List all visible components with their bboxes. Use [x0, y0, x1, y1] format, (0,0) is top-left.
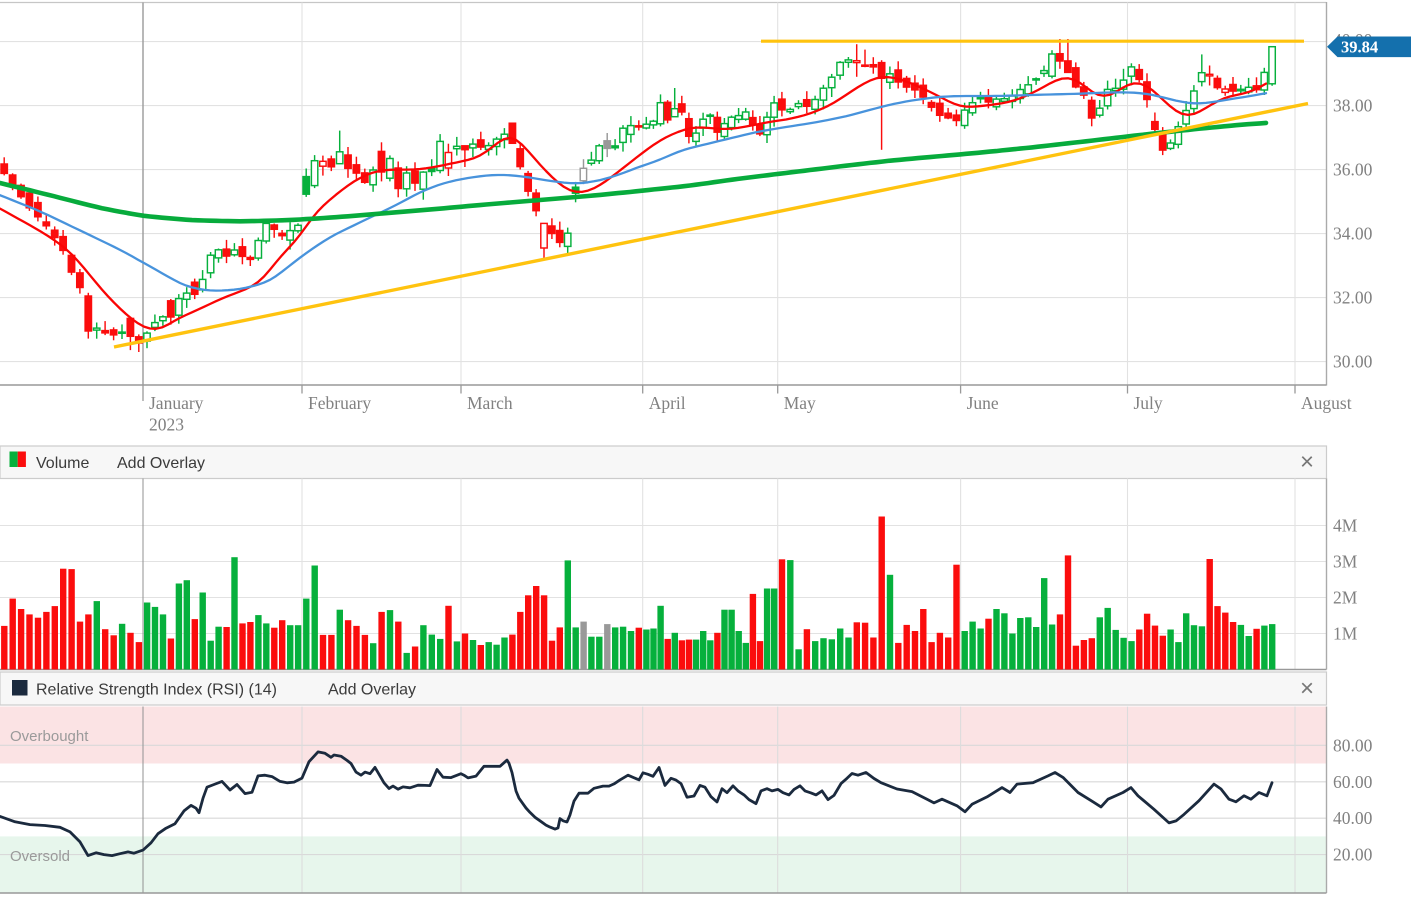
svg-text:July: July	[1134, 393, 1163, 413]
svg-text:April: April	[649, 393, 686, 413]
svg-text:32.00: 32.00	[1333, 288, 1373, 308]
svg-text:20.00: 20.00	[1333, 845, 1373, 865]
svg-text:×: ×	[1300, 675, 1314, 702]
svg-text:60.00: 60.00	[1333, 772, 1373, 792]
svg-text:4M: 4M	[1333, 516, 1358, 536]
svg-text:May: May	[784, 393, 816, 413]
svg-text:February: February	[308, 393, 371, 413]
svg-text:Oversold: Oversold	[10, 848, 70, 865]
svg-text:Relative Strength Index (RSI): Relative Strength Index (RSI) (14)	[36, 682, 277, 699]
svg-text:3M: 3M	[1333, 552, 1358, 572]
svg-text:80.00: 80.00	[1333, 735, 1373, 755]
svg-text:Add Overlay: Add Overlay	[117, 455, 205, 472]
svg-text:March: March	[467, 393, 513, 413]
svg-text:40.00: 40.00	[1333, 808, 1373, 828]
svg-text:2M: 2M	[1333, 588, 1358, 608]
svg-text:34.00: 34.00	[1333, 224, 1373, 244]
svg-text:38.00: 38.00	[1333, 96, 1373, 116]
svg-text:Volume: Volume	[36, 455, 89, 472]
svg-text:June: June	[967, 393, 999, 413]
svg-text:August: August	[1301, 393, 1352, 413]
svg-text:Add Overlay: Add Overlay	[328, 682, 416, 699]
svg-text:2023: 2023	[149, 415, 184, 435]
svg-text:39.84: 39.84	[1341, 38, 1378, 57]
svg-text:30.00: 30.00	[1333, 352, 1373, 372]
svg-text:×: ×	[1300, 449, 1314, 476]
svg-text:36.00: 36.00	[1333, 160, 1373, 180]
svg-text:January: January	[149, 393, 204, 413]
svg-text:Overbought: Overbought	[10, 728, 89, 745]
svg-text:1M: 1M	[1333, 624, 1358, 644]
